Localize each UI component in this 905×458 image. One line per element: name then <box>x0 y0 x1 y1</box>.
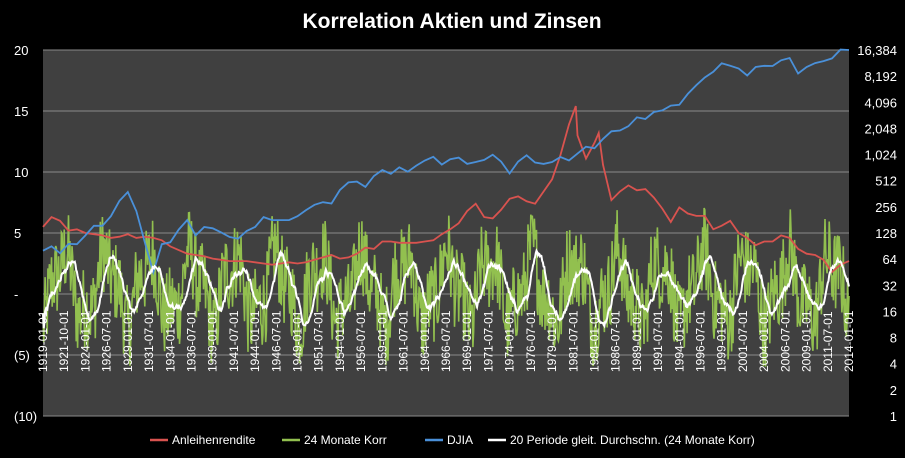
legend-label: DJIA <box>447 433 473 447</box>
x-axis-tick-label: 2006-07-01 <box>778 310 792 372</box>
x-axis-tick-label: 1939-01-01 <box>206 310 220 372</box>
left-axis-ticks: 20 15 10 5 - (5) (10) <box>14 43 37 424</box>
series-line-djia <box>42 48 850 276</box>
legend-label: 20 Periode gleit. Durchschn. (24 Monate … <box>510 433 755 447</box>
right-axis-tick-label: 8 <box>890 331 897 346</box>
x-axis-tick-label: 1929-01-01 <box>121 310 135 372</box>
legend: Anleihenrendite 24 Monate Korr DJIA 20 Peri… <box>150 433 755 447</box>
x-axis-tick-label: 2011-07-01 <box>821 311 835 372</box>
chart-title: Korrelation Aktien und Zinsen <box>302 10 601 33</box>
x-axis-tick-label: 1964-01-01 <box>418 310 432 372</box>
x-axis-tick-label: 1944-01-01 <box>248 310 262 372</box>
right-axis-tick-label: 2,048 <box>864 121 897 136</box>
left-axis-tick-label: 15 <box>14 104 28 119</box>
right-axis-tick-label: 8,192 <box>864 69 897 84</box>
x-axis-tick-label: 1961-07-01 <box>397 310 411 372</box>
right-axis-tick-label: 64 <box>883 252 897 267</box>
right-axis-tick-label: 4 <box>890 357 897 372</box>
x-axis-tick-label: 1976-07-01 <box>524 310 538 372</box>
x-axis-tick-label: 1969-01-01 <box>460 310 474 372</box>
right-axis-tick-label: 1 <box>890 409 897 424</box>
x-axis-tick-label: 1986-07-01 <box>609 310 623 372</box>
legend-label: 24 Monate Korr <box>304 433 387 447</box>
series-layer <box>42 48 850 367</box>
series-line-anleihenrendite <box>42 105 850 274</box>
x-axis-tick-label: 2009-01-01 <box>800 310 814 372</box>
right-axis-tick-label: 256 <box>875 200 897 215</box>
x-axis-tick-label: 1934-01-01 <box>163 310 177 372</box>
x-axis-tick-label: 1966-07-01 <box>439 310 453 372</box>
x-axis-tick-label: 2014-01-01 <box>842 310 856 372</box>
series-line-24-monate-korr <box>42 207 850 367</box>
right-axis-tick-label: 2 <box>890 383 897 398</box>
x-axis-tick-label: 1971-07-01 <box>481 310 495 372</box>
right-axis-tick-label: 32 <box>883 278 897 293</box>
right-axis-ticks: 16,3848,1924,0962,0481,02451225612864321… <box>857 43 897 424</box>
left-axis-tick-label: (10) <box>14 409 37 424</box>
right-axis-tick-label: 1,024 <box>864 148 897 163</box>
x-axis-tick-label: 1954-01-01 <box>333 310 347 372</box>
left-axis-tick-label: 20 <box>14 43 28 58</box>
x-axis-tick-label: 1999-01-01 <box>715 310 729 372</box>
x-axis-tick-label: 1936-07-01 <box>184 310 198 372</box>
x-axis-tick-label: 1949-01-01 <box>291 310 305 372</box>
x-axis-tick-label: 1951-07-01 <box>312 310 326 372</box>
series-line-gleit-durchschn <box>42 248 850 329</box>
left-axis-tick-label: 10 <box>14 165 28 180</box>
right-axis-tick-label: 16 <box>883 304 897 319</box>
x-axis-tick-label: 1989-01-01 <box>630 310 644 372</box>
x-axis-tick-label: 1959-01-01 <box>375 310 389 372</box>
x-axis-tick-label: 1994-01-01 <box>672 310 686 372</box>
x-axis-tick-label: 1981-07-01 <box>566 310 580 372</box>
left-axis-tick-label: 5 <box>14 226 21 241</box>
right-axis-tick-label: 512 <box>875 174 897 189</box>
x-axis-tick-label: 1991-07-01 <box>651 310 665 372</box>
right-axis-tick-label: 16,384 <box>857 43 897 58</box>
x-axis-tick-label: 1984-01-01 <box>587 310 601 372</box>
x-axis-tick-label: 1956-07-01 <box>354 310 368 372</box>
x-axis-tick-label: 1924-01-01 <box>78 310 92 372</box>
x-axis-tick-label: 2001-07-01 <box>736 310 750 372</box>
x-axis-tick-label: 1919-01-01 <box>36 310 50 372</box>
right-axis-tick-label: 128 <box>875 226 897 241</box>
x-axis-tick-label: 1931-07-01 <box>142 310 156 372</box>
legend-label: Anleihenrendite <box>172 433 256 447</box>
x-axis-tick-label: 1946-07-01 <box>269 310 283 372</box>
x-axis-tick-label: 1921-10-01 <box>57 310 71 372</box>
right-axis-tick-label: 4,096 <box>864 95 897 110</box>
left-axis-tick-label: (5) <box>14 348 30 363</box>
x-axis-tick-label: 1926-07-01 <box>100 310 114 372</box>
x-axis-tick-label: 1979-01-01 <box>545 310 559 372</box>
x-axis-tick-label: 1996-07-01 <box>694 310 708 372</box>
x-axis-ticks: 1919-01-01 1921-10-01 1924-01-01 1926-07-01… <box>36 310 856 372</box>
x-axis-tick-label: 1941-07-01 <box>227 310 241 372</box>
x-axis-tick-label: 2004-01-01 <box>757 310 771 372</box>
left-axis-tick-label: - <box>14 287 18 302</box>
x-axis-tick-label: 1974-01-01 <box>503 310 517 372</box>
